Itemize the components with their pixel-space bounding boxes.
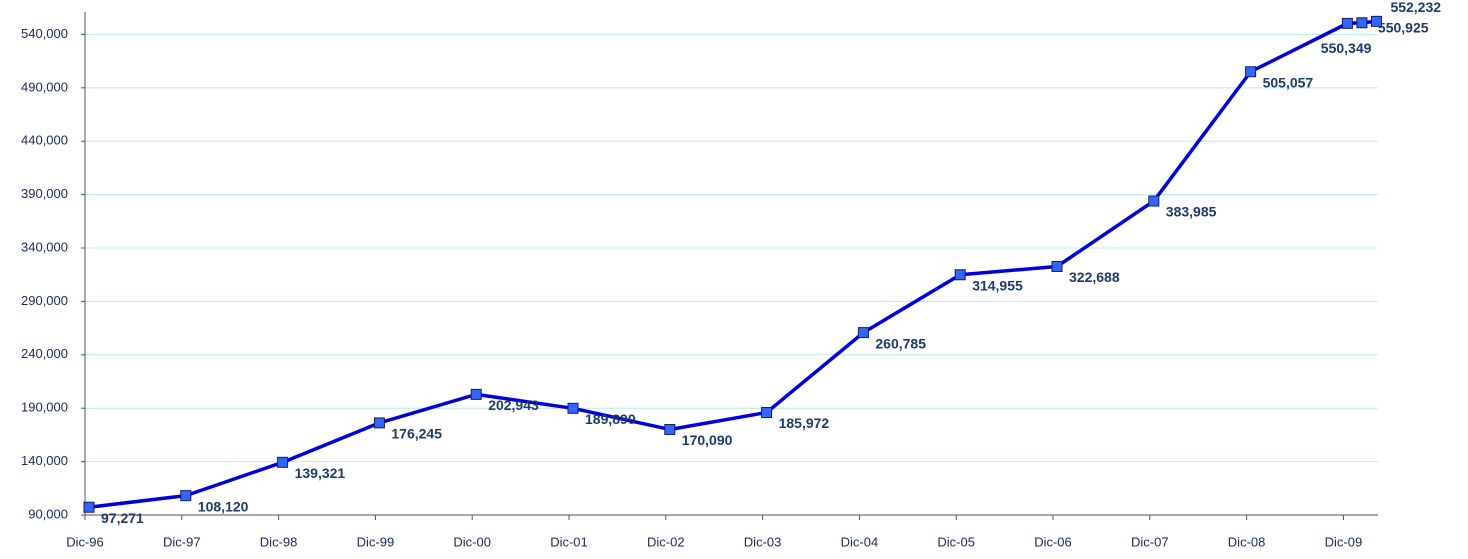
- x-tick-label: Dic-97: [163, 534, 201, 549]
- x-tick-label: Dic-99: [357, 534, 395, 549]
- y-tick-label: 240,000: [21, 346, 68, 361]
- marker: [954, 269, 966, 281]
- marker: [1341, 17, 1353, 29]
- value-label: 189,890: [585, 411, 636, 427]
- marker: [1148, 195, 1160, 207]
- x-tick-label: Dic-96: [66, 534, 104, 549]
- x-tick-label: Dic-02: [647, 534, 685, 549]
- y-tick-label: 390,000: [21, 186, 68, 201]
- value-label: 97,271: [101, 510, 144, 526]
- marker: [1051, 261, 1063, 273]
- y-tick-label: 140,000: [21, 453, 68, 468]
- value-label: 202,943: [488, 397, 539, 413]
- x-tick-label: Dic-04: [841, 534, 879, 549]
- value-label: 552,232: [1390, 0, 1441, 15]
- y-tick-label: 190,000: [21, 400, 68, 415]
- x-tick-label: Dic-03: [744, 534, 782, 549]
- marker: [470, 388, 482, 400]
- x-tick-label: Dic-98: [260, 534, 298, 549]
- x-tick-label: Dic-07: [1131, 534, 1169, 549]
- value-label: 260,785: [875, 335, 926, 351]
- y-tick-label: 290,000: [21, 293, 68, 308]
- marker: [1245, 66, 1257, 78]
- value-label: 139,321: [295, 465, 346, 481]
- x-tick-label: Dic-01: [550, 534, 588, 549]
- value-label: 314,955: [972, 277, 1023, 293]
- x-tick-label: Dic-09: [1325, 534, 1363, 549]
- value-label: 176,245: [391, 426, 442, 442]
- value-label: 383,985: [1166, 204, 1217, 220]
- marker: [83, 501, 95, 513]
- series-line: [88, 19, 1377, 509]
- y-tick-label: 540,000: [21, 26, 68, 41]
- value-label: 108,120: [198, 498, 249, 514]
- x-tick-label: Dic-00: [453, 534, 491, 549]
- value-label: 505,057: [1263, 74, 1314, 90]
- value-label: 185,972: [779, 415, 830, 431]
- marker: [180, 490, 192, 502]
- y-tick-label: 90,000: [28, 506, 68, 521]
- value-label: 322,688: [1069, 269, 1120, 285]
- marker: [373, 417, 385, 429]
- value-label: 550,925: [1378, 19, 1429, 35]
- marker: [277, 456, 289, 468]
- marker: [857, 327, 869, 339]
- marker: [664, 423, 676, 435]
- marker: [1356, 17, 1368, 29]
- marker: [567, 402, 579, 414]
- x-tick-label: Dic-06: [1034, 534, 1072, 549]
- x-tick-label: Dic-05: [937, 534, 975, 549]
- value-label: 550,349: [1321, 40, 1372, 56]
- y-tick-label: 490,000: [21, 79, 68, 94]
- marker: [761, 407, 773, 419]
- y-tick-label: 340,000: [21, 239, 68, 254]
- marker: [1370, 15, 1382, 27]
- y-tick-label: 440,000: [21, 133, 68, 148]
- value-label: 170,090: [682, 432, 733, 448]
- x-tick-label: Dic-08: [1228, 534, 1266, 549]
